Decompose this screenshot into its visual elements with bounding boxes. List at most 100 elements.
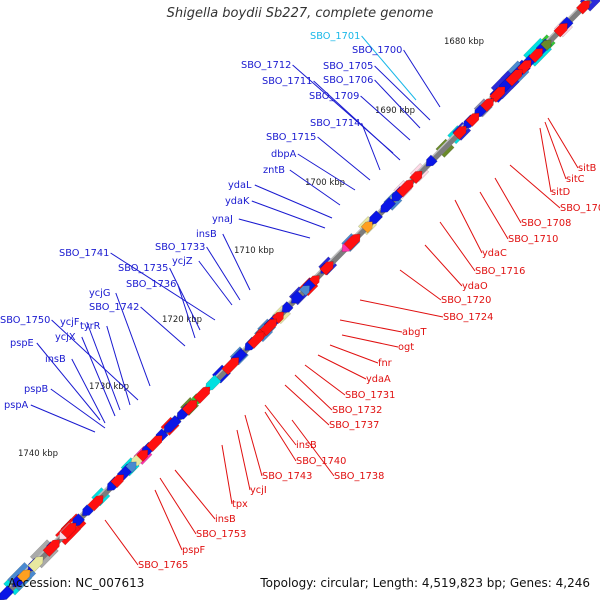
- forward-gene-feature: [425, 154, 438, 167]
- forward-leader: [106, 325, 131, 406]
- reverse-gene-label: insB: [296, 440, 317, 451]
- forward-leader: [86, 321, 121, 411]
- reverse-leader: [294, 374, 333, 411]
- reverse-gene-label: insB: [215, 514, 236, 525]
- reverse-gene-label: SBO_1732: [332, 405, 382, 416]
- forward-gene-label: insB: [196, 229, 217, 240]
- reverse-gene-label: SBO_1765: [138, 560, 188, 571]
- forward-leader: [360, 95, 411, 141]
- kbp-tick-label: 1690 kbp: [375, 106, 415, 116]
- reverse-leader: [154, 489, 183, 551]
- forward-gene-label: ynaJ: [212, 214, 233, 225]
- kbp-tick-label: 1710 kbp: [234, 246, 274, 256]
- reverse-gene-label: sitB: [578, 163, 597, 174]
- reverse-leader: [339, 319, 403, 333]
- reverse-leader: [359, 299, 444, 318]
- forward-gene-label: SBO_1750: [0, 315, 50, 326]
- reverse-leader: [547, 117, 579, 169]
- reverse-gene-feature: [319, 261, 334, 276]
- forward-leader: [238, 218, 311, 239]
- reverse-gene-feature: [136, 449, 149, 462]
- reverse-gene-feature: [247, 331, 265, 349]
- forward-leader: [169, 267, 201, 331]
- reverse-leader: [264, 404, 297, 446]
- forward-gene-label: SBO_1715: [266, 132, 316, 143]
- forward-leader: [177, 283, 196, 339]
- reverse-gene-feature: [145, 435, 163, 453]
- reverse-leader: [454, 199, 483, 254]
- forward-leader: [206, 246, 241, 301]
- kbp-tick-label: 1680 kbp: [444, 37, 484, 47]
- reverse-leader: [244, 414, 263, 477]
- reverse-leader: [291, 419, 335, 477]
- reverse-gene-label: ydaO: [462, 281, 488, 292]
- forward-leader: [374, 65, 431, 121]
- reverse-gene-feature: [60, 522, 77, 539]
- forward-leader: [374, 79, 421, 129]
- forward-leader: [297, 153, 356, 191]
- reverse-gene-feature: [221, 357, 240, 376]
- forward-gene-feature: [72, 513, 86, 527]
- forward-gene-feature: [205, 374, 222, 391]
- reverse-leader: [264, 411, 297, 462]
- topology-text: Topology: circular; Length: 4,519,823 bp…: [260, 576, 590, 590]
- reverse-leader: [479, 191, 509, 240]
- forward-gene-feature: [380, 197, 397, 213]
- reverse-gene-feature: [42, 539, 60, 557]
- reverse-leader: [104, 519, 139, 566]
- reverse-leader: [284, 384, 330, 426]
- forward-gene-label: pspB: [24, 384, 49, 395]
- forward-gene-label: ydaL: [228, 180, 252, 191]
- forward-gene-feature: [163, 415, 182, 433]
- forward-leader: [254, 184, 333, 219]
- forward-leader: [289, 169, 341, 206]
- reverse-leader: [221, 444, 233, 505]
- reverse-gene-feature: [465, 112, 480, 127]
- reverse-gene-feature: [259, 318, 278, 337]
- reverse-gene-label: ydaA: [366, 374, 391, 385]
- forward-gene-label: SBO_1714: [310, 118, 360, 129]
- forward-gene-label: SBO_1741: [59, 248, 109, 259]
- forward-leader: [36, 342, 101, 421]
- forward-gene-label: SBO_1709: [309, 91, 359, 102]
- reverse-leader: [539, 127, 552, 193]
- label-leader-lines: [30, 35, 579, 566]
- forward-leader: [71, 358, 106, 424]
- forward-gene-label: SBO_1705: [323, 61, 373, 72]
- reverse-gene-feature: [16, 569, 31, 584]
- kbp-scale-labels: 1680 kbp 1690 kbp 1700 kbp 1710 kbp 1720 kbp…: [18, 37, 484, 459]
- reverse-gene-label: SBO_1720: [441, 295, 491, 306]
- reverse-leader: [317, 354, 367, 380]
- forward-leader: [222, 233, 251, 291]
- forward-gene-label: pspE: [10, 338, 34, 349]
- forward-gene-label: ycjG: [89, 288, 111, 299]
- forward-leader: [403, 49, 441, 108]
- reverse-gene-label: SBO_1737: [329, 420, 379, 431]
- kbp-tick-label: 1730 kbp: [89, 382, 129, 392]
- reverse-gene-label: SBO_1724: [443, 312, 493, 323]
- reverse-gene-feature: [308, 275, 320, 287]
- reverse-gene-label: pspF: [182, 545, 206, 556]
- reverse-gene-label: tpx: [232, 499, 248, 510]
- forward-gene-label: SBO_1736: [126, 279, 176, 290]
- reverse-gene-label: SBO_1710: [508, 234, 558, 245]
- forward-gene-label: dbpA: [271, 149, 297, 160]
- forward-gene-label: SBO_1700: [352, 45, 402, 56]
- reverse-gene-label: fnr: [378, 358, 393, 369]
- reverse-leader: [424, 244, 463, 287]
- reverse-leader: [329, 344, 379, 364]
- reverse-gene-label: SBO_1738: [334, 471, 384, 482]
- reverse-gene-feature: [181, 399, 198, 416]
- reverse-gene-feature: [27, 556, 44, 573]
- forward-gene-label: SBO_1706: [323, 75, 373, 86]
- forward-gene-feature: [281, 301, 294, 313]
- reverse-gene-label: SBO_1740: [296, 456, 346, 467]
- reverse-gene-feature: [343, 233, 361, 251]
- forward-gene-feature: [291, 290, 305, 304]
- forward-leader: [115, 292, 151, 387]
- reverse-gene-label: SBO_1753: [196, 529, 246, 540]
- reverse-gene-label: sitD: [551, 187, 570, 198]
- kbp-tick-label: 1740 kbp: [18, 449, 58, 459]
- reverse-leader: [159, 477, 197, 535]
